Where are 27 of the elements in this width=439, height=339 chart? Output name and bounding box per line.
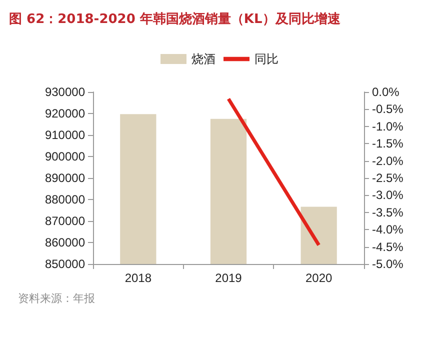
y-tick-label: 900000 (44, 150, 86, 164)
x-tick-label: 2019 (215, 271, 242, 285)
y2-tick-label: -0.5% (372, 102, 404, 116)
chart-title: 图 62：2018-2020 年韩国烧酒销量（KL）及同比增速 (9, 11, 342, 27)
y-tick-label: 880000 (44, 192, 86, 206)
y-tick-label: 870000 (44, 214, 86, 228)
y-tick-label: 890000 (44, 171, 86, 185)
y2-tick-label: 0.0% (372, 85, 400, 99)
y2-tick-label: -4.5% (372, 240, 404, 254)
y2-tick-label: -2.0% (372, 154, 404, 168)
x-tick-label: 2018 (124, 271, 152, 285)
y-tick-label: 850000 (44, 257, 86, 271)
y2-tick-label: -4.0% (372, 222, 404, 237)
y2-tick-label: -2.5% (372, 171, 404, 185)
y-tick-label: 920000 (44, 106, 86, 120)
legend-label: 同比 (254, 52, 278, 66)
y2-tick-label: -1.0% (372, 119, 404, 134)
x-tick-label: 2020 (305, 271, 333, 285)
y2-tick-label: -3.0% (372, 188, 404, 202)
y-tick-label: 930000 (44, 85, 86, 99)
y2-tick-label: -1.5% (372, 136, 404, 151)
text: 资料来源：年报 (18, 292, 95, 305)
y-tick-label: 910000 (44, 128, 86, 142)
y2-tick-label: -5.0% (372, 257, 404, 271)
y2-tick-label: -3.5% (372, 205, 404, 220)
legend-label: 烧酒 (192, 52, 216, 66)
y-tick-label: 860000 (44, 236, 86, 250)
